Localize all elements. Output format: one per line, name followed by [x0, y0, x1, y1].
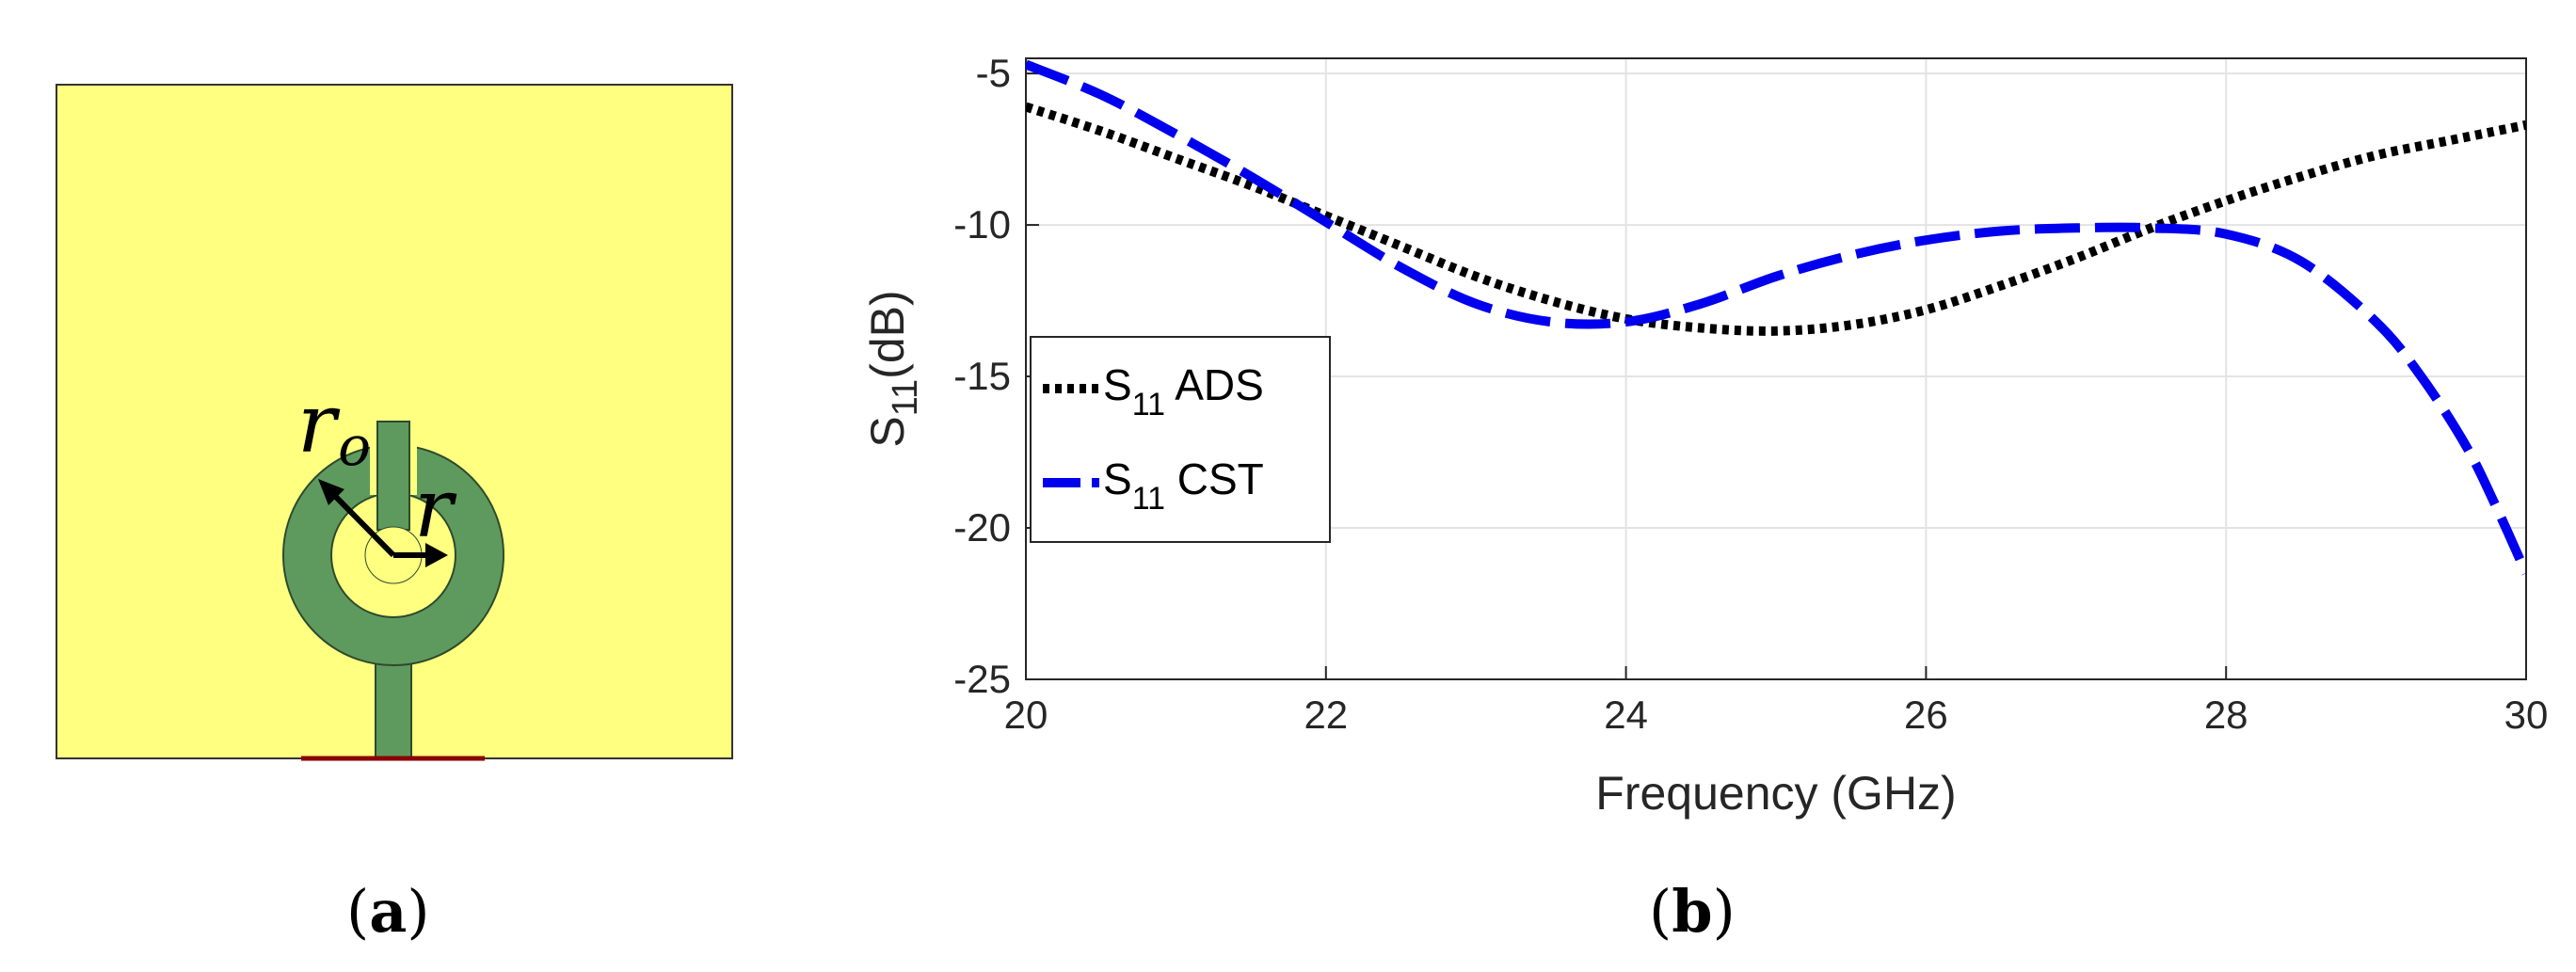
panel-a: ro r (a) — [56, 84, 733, 946]
x-axis-title: Frequency (GHz) — [1595, 767, 1956, 820]
panel-b: 20 22 24 26 28 30 -5 -10 -15 -20 -25 Frequency (GH… — [861, 51, 2548, 946]
legend-box — [1030, 336, 1331, 543]
y-tick-label: -20 — [953, 505, 1011, 550]
legend-label-ads: S11 ADS — [1103, 360, 1264, 422]
x-tick-label: 20 — [1004, 693, 1048, 737]
inner-radius-label: r — [414, 462, 457, 556]
tick-labels: 20 22 24 26 28 30 -5 -10 -15 -20 -25 — [953, 51, 2548, 737]
x-tick-label: 28 — [2204, 693, 2248, 737]
outer-radius-arrow — [323, 484, 396, 558]
y-tick-label: -5 — [976, 51, 1011, 95]
series-line-ads — [1026, 102, 2526, 336]
x-tick-label: 24 — [1604, 693, 1648, 737]
x-tick-label: 22 — [1304, 693, 1348, 737]
inner-radius-arrowhead — [425, 543, 448, 567]
y-tick-label: -10 — [953, 202, 1011, 247]
caption-a: (a) — [346, 877, 430, 946]
legend: S11 ADS S11 CST — [1030, 336, 1331, 543]
series-lines — [1026, 59, 2526, 576]
y-axis-title: S11(dB) — [861, 290, 925, 447]
legend-label-cst: S11 CST — [1103, 454, 1264, 517]
center-stub — [376, 421, 410, 531]
outer-radius-arrowhead — [318, 479, 344, 505]
outer-radius-label: ro — [297, 377, 371, 478]
x-tick-label: 30 — [2504, 693, 2549, 737]
series-line-cst — [1026, 59, 2526, 576]
caption-b: (b) — [1649, 877, 1736, 946]
y-tick-label: -25 — [953, 657, 1011, 701]
plot-frame — [1025, 57, 2527, 680]
y-tick-label: -15 — [953, 354, 1011, 398]
x-tick-label: 26 — [1904, 693, 1948, 737]
